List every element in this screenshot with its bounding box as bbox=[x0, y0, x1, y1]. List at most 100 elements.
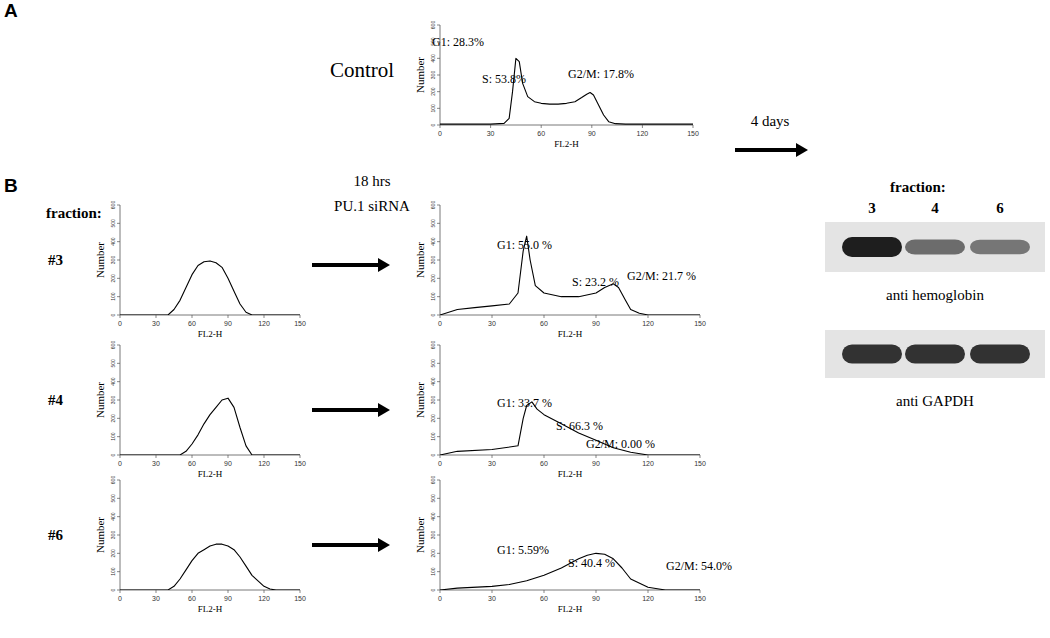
y-tick-label: 400 bbox=[430, 377, 436, 386]
y-tick-label: 100 bbox=[430, 567, 436, 576]
y-tick bbox=[437, 91, 440, 92]
y-tick bbox=[117, 223, 120, 224]
y-tick bbox=[117, 418, 120, 419]
y-tick-label: 0 bbox=[430, 123, 436, 126]
plot-area bbox=[120, 398, 300, 455]
y-tick-label: 600 bbox=[110, 341, 116, 350]
phase-annotation: G1: 5.59% bbox=[497, 543, 549, 557]
blot-title: fraction: bbox=[890, 179, 946, 195]
x-tick bbox=[544, 315, 545, 318]
phase-annotation: G1: 55.0 % bbox=[497, 238, 552, 252]
plot-area bbox=[440, 402, 700, 455]
x-tick-label: 150 bbox=[294, 595, 306, 602]
y-tick bbox=[117, 278, 120, 279]
y-tick-label: 500 bbox=[430, 494, 436, 503]
y-tick-label: 100 bbox=[110, 567, 116, 576]
y-tick-label: 500 bbox=[110, 359, 116, 368]
x-tick bbox=[300, 315, 301, 318]
x-tick-label: 150 bbox=[694, 460, 706, 467]
histogram-panel: 03060901201500100200300400500600FL2-HNum… bbox=[48, 201, 306, 339]
x-tick-label: 90 bbox=[592, 595, 600, 602]
y-tick-label: 200 bbox=[430, 274, 436, 283]
x-tick bbox=[440, 590, 441, 593]
x-tick-label: 150 bbox=[694, 320, 706, 327]
x-tick bbox=[228, 455, 229, 458]
x-tick-label: 30 bbox=[487, 130, 495, 137]
y-tick-label: 200 bbox=[430, 414, 436, 423]
y-tick-label: 300 bbox=[430, 71, 436, 80]
x-tick-label: 30 bbox=[488, 595, 496, 602]
x-tick bbox=[300, 455, 301, 458]
x-tick bbox=[693, 125, 694, 128]
x-tick-label: 0 bbox=[118, 460, 122, 467]
y-tick bbox=[437, 241, 440, 242]
y-tick-label: 100 bbox=[110, 432, 116, 441]
plot-area bbox=[440, 58, 693, 124]
y-tick-label: 600 bbox=[110, 201, 116, 210]
x-tick bbox=[492, 315, 493, 318]
x-tick bbox=[192, 590, 193, 593]
blot-band bbox=[905, 345, 965, 364]
y-tick bbox=[437, 260, 440, 261]
phase-annotation: S: 23.2 % bbox=[572, 275, 619, 289]
x-tick-label: 60 bbox=[540, 595, 548, 602]
x-tick-label: 0 bbox=[438, 595, 442, 602]
x-tick bbox=[642, 125, 643, 128]
blot-band bbox=[905, 239, 965, 254]
y-tick-label: 100 bbox=[430, 104, 436, 113]
lane-label: 6 bbox=[996, 200, 1004, 216]
y-axis-label: Number bbox=[94, 242, 106, 278]
x-tick-label: 120 bbox=[258, 320, 270, 327]
x-axis-label: FL2-H bbox=[558, 604, 583, 614]
lane-label: 3 bbox=[868, 200, 876, 216]
x-tick-label: 120 bbox=[642, 460, 654, 467]
y-tick bbox=[437, 25, 440, 26]
y-tick bbox=[437, 125, 440, 126]
y-tick bbox=[117, 315, 120, 316]
x-tick-label: 60 bbox=[537, 130, 545, 137]
y-axis-label: Number bbox=[414, 57, 426, 93]
x-tick bbox=[228, 590, 229, 593]
y-tick-label: 300 bbox=[110, 531, 116, 540]
plot-area bbox=[120, 544, 300, 590]
y-tick bbox=[437, 296, 440, 297]
y-tick bbox=[117, 260, 120, 261]
y-axis-label: Number bbox=[94, 517, 106, 553]
plot-area bbox=[120, 261, 300, 315]
x-tick-label: 30 bbox=[152, 460, 160, 467]
y-tick-label: 0 bbox=[430, 588, 436, 591]
y-tick-label: 300 bbox=[430, 396, 436, 405]
x-tick bbox=[156, 455, 157, 458]
x-tick-label: 120 bbox=[258, 595, 270, 602]
blot-band bbox=[970, 240, 1030, 255]
blot-band bbox=[842, 237, 902, 257]
phase-annotation: G2/M: 21.7 % bbox=[627, 269, 696, 283]
x-tick bbox=[490, 125, 491, 128]
plot-area bbox=[440, 236, 700, 315]
phase-annotation: G2/M: 17.8% bbox=[568, 67, 634, 81]
y-tick-label: 200 bbox=[110, 274, 116, 283]
x-tick-label: 30 bbox=[152, 320, 160, 327]
treatment-label: 18 hrs bbox=[353, 173, 390, 189]
x-axis-label: FL2-H bbox=[558, 329, 583, 339]
panel-label: B bbox=[4, 175, 18, 196]
arrow-shaft bbox=[735, 148, 798, 152]
arrow-head bbox=[378, 258, 390, 272]
y-tick bbox=[437, 571, 440, 572]
chart-title: #3 bbox=[48, 252, 63, 268]
phase-annotation: G1: 28.3% bbox=[432, 35, 484, 49]
x-tick-label: 90 bbox=[592, 320, 600, 327]
blot-membrane bbox=[825, 330, 1045, 378]
y-tick-label: 600 bbox=[430, 341, 436, 350]
y-tick bbox=[437, 480, 440, 481]
blot-band bbox=[970, 345, 1030, 364]
y-tick bbox=[117, 345, 120, 346]
histogram-line bbox=[440, 236, 700, 315]
arrow-shaft bbox=[312, 408, 380, 412]
x-tick bbox=[591, 125, 592, 128]
histogram-panel: 03060901201500100200300400500600FL2-HNum… bbox=[48, 341, 306, 479]
phase-annotation: G2/M: 0.00 % bbox=[586, 437, 655, 451]
x-tick-label: 120 bbox=[637, 130, 649, 137]
x-axis-label: FL2-H bbox=[198, 469, 223, 479]
histogram-panel: 03060901201500100200300400500600FL2-HNum… bbox=[414, 201, 706, 339]
